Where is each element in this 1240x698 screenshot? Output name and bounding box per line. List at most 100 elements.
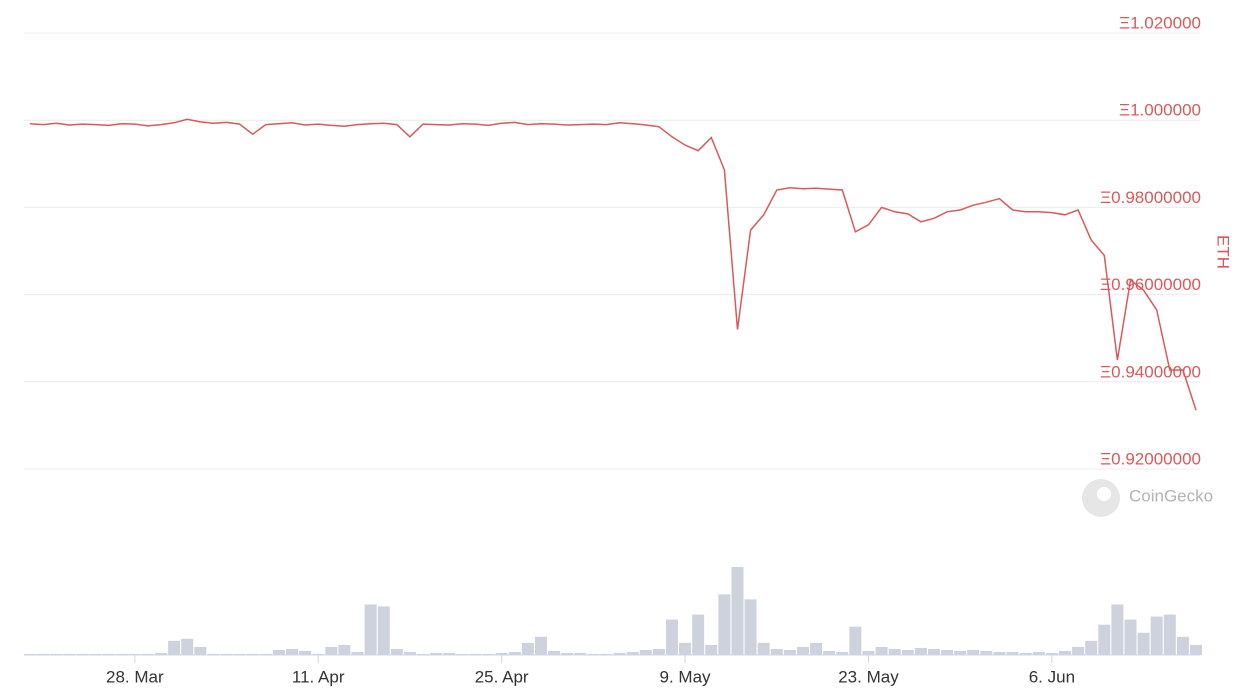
volume-bar <box>600 653 613 655</box>
volume-bar <box>718 594 731 655</box>
volume-bar <box>561 652 574 655</box>
volume-bar <box>155 652 168 655</box>
volume-bar <box>888 648 901 655</box>
volume-bar <box>849 626 862 655</box>
volume-bar <box>141 653 154 655</box>
volume-bar <box>469 653 482 655</box>
volume-bar <box>89 653 102 655</box>
volume-bar <box>259 653 272 655</box>
volume-bar <box>220 653 233 655</box>
x-tick-label: 23. May <box>838 667 899 686</box>
x-tick-label: 28. Mar <box>106 667 164 686</box>
volume-bar <box>941 649 954 655</box>
volume-bar <box>823 650 836 655</box>
volume-bar <box>325 646 338 655</box>
volume-bar <box>796 646 809 655</box>
volume-bar <box>954 650 967 655</box>
volume-bar <box>377 606 390 655</box>
volume-bar <box>679 642 692 655</box>
x-tick-label: 9. May <box>660 667 712 686</box>
volume-bar <box>390 648 403 655</box>
volume-bar <box>233 653 246 655</box>
volume-bar <box>430 652 443 655</box>
volume-bar <box>115 653 128 655</box>
volume-bar <box>639 649 652 655</box>
volume-bar <box>836 651 849 655</box>
x-tick-label: 25. Apr <box>475 667 529 686</box>
volume-bar <box>731 567 744 655</box>
volume-bar <box>207 653 220 655</box>
volume-bar <box>1163 614 1176 655</box>
volume-bar <box>770 648 783 655</box>
volume-bar <box>63 653 76 655</box>
volume-bar <box>128 653 141 655</box>
volume-bar <box>1098 624 1111 655</box>
volume-bar <box>1072 646 1085 655</box>
volume-bar <box>521 642 534 655</box>
volume-bar <box>914 647 927 655</box>
volume-bar <box>901 649 914 655</box>
volume-bar <box>168 640 181 655</box>
watermark: CoinGecko <box>1129 486 1213 505</box>
y-tick-label: Ξ1.000000 <box>1119 101 1201 120</box>
volume-bar <box>757 642 770 655</box>
volume-bar <box>508 651 521 655</box>
volume-bar <box>613 652 626 655</box>
y-tick-label: Ξ0.92000000 <box>1100 449 1201 468</box>
y-tick-label: Ξ0.98000000 <box>1100 188 1201 207</box>
volume-bar <box>993 651 1006 655</box>
volume-bar <box>980 650 993 655</box>
volume-bar <box>1045 652 1058 655</box>
volume-bar <box>364 604 377 655</box>
volume-bar <box>1176 636 1189 655</box>
volume-bar <box>665 619 678 655</box>
volume-bar <box>783 649 796 655</box>
volume-bar <box>1006 651 1019 655</box>
volume-bar <box>299 650 312 655</box>
volume-bar <box>1190 644 1202 655</box>
volume-bar <box>967 649 980 655</box>
volume-bar <box>37 653 50 655</box>
volume-bar <box>351 651 364 655</box>
volume-bar <box>1111 604 1124 655</box>
x-tick-label: 11. Apr <box>292 667 345 686</box>
y-axis-label: ETH <box>1214 235 1233 269</box>
volume-bar <box>927 648 940 655</box>
volume-bar <box>692 614 705 655</box>
volume-bar <box>456 653 469 655</box>
volume-bar <box>482 653 495 655</box>
volume-bar <box>417 653 430 655</box>
volume-bar <box>534 636 547 655</box>
volume-bar <box>810 642 823 655</box>
volume-bar <box>181 638 194 655</box>
volume-bar <box>1032 651 1045 655</box>
volume-bar <box>286 648 299 655</box>
volume-bar <box>1058 650 1071 655</box>
volume-bar <box>1150 616 1163 655</box>
volume-bar <box>574 652 587 655</box>
volume-bar <box>338 644 351 655</box>
volume-bar <box>744 599 757 655</box>
volume-bar <box>272 649 285 655</box>
volume-bar <box>652 648 665 655</box>
volume-bar <box>24 653 36 655</box>
volume-bar <box>875 646 888 655</box>
volume-bar <box>102 653 115 655</box>
volume-bar <box>495 652 508 655</box>
volume-bar <box>312 653 325 655</box>
volume-bar <box>194 646 207 655</box>
volume-bar <box>548 650 561 655</box>
volume-bar <box>705 644 718 655</box>
y-tick-label: Ξ1.020000 <box>1119 13 1201 32</box>
volume-bar <box>1019 652 1032 655</box>
volume-bar <box>443 652 456 655</box>
watermark-logo-eye <box>1097 487 1111 501</box>
volume-bar <box>626 651 639 655</box>
volume-bar <box>403 651 416 655</box>
x-tick-label: 6. Jun <box>1029 667 1075 686</box>
volume-bar <box>50 653 63 655</box>
volume-bar <box>76 653 89 655</box>
y-tick-label: Ξ0.94000000 <box>1100 362 1201 381</box>
